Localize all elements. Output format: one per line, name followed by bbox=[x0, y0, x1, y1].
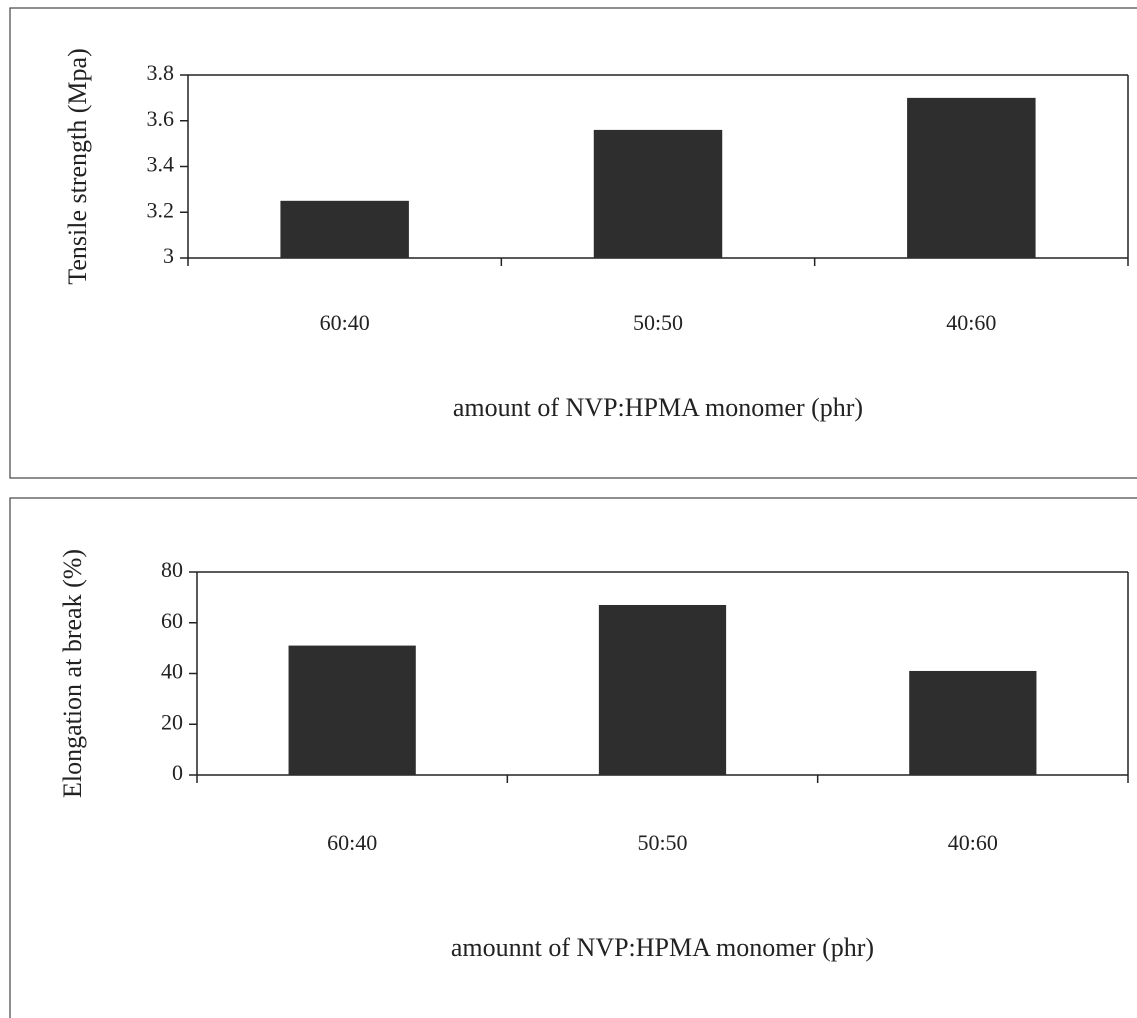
bar bbox=[598, 604, 727, 775]
x-tick-label: 60:40 bbox=[320, 310, 370, 335]
y-axis-title: Tensile strength (Mpa) bbox=[63, 48, 92, 284]
y-tick-label: 40 bbox=[161, 659, 183, 684]
y-tick-label: 60 bbox=[161, 608, 183, 633]
x-tick-label: 50:50 bbox=[637, 830, 687, 855]
bar bbox=[593, 129, 723, 258]
x-tick-label: 40:60 bbox=[948, 830, 998, 855]
y-tick-label: 0 bbox=[172, 760, 183, 785]
x-axis-title: amount of NVP:HPMA monomer (phr) bbox=[453, 393, 863, 422]
y-axis-title: Elongation at break (%) bbox=[58, 549, 87, 798]
y-tick-label: 80 bbox=[161, 557, 183, 582]
bar bbox=[288, 645, 416, 775]
y-tick-label: 3.8 bbox=[147, 60, 175, 85]
x-tick-label: 40:60 bbox=[946, 310, 996, 335]
y-tick-label: 3.2 bbox=[147, 197, 175, 222]
y-tick-label: 3.6 bbox=[147, 106, 175, 131]
bar bbox=[909, 670, 1037, 775]
y-tick-label: 3 bbox=[163, 243, 174, 268]
x-tick-label: 50:50 bbox=[633, 310, 683, 335]
panel-frame bbox=[9, 497, 1137, 1018]
panel-frame bbox=[9, 7, 1137, 479]
x-axis-title: amounnt of NVP:HPMA monomer (phr) bbox=[451, 933, 874, 962]
bar bbox=[280, 200, 409, 258]
bar bbox=[907, 97, 1036, 258]
y-tick-label: 20 bbox=[161, 709, 183, 734]
y-tick-label: 3.4 bbox=[147, 152, 175, 177]
x-tick-label: 60:40 bbox=[327, 830, 377, 855]
